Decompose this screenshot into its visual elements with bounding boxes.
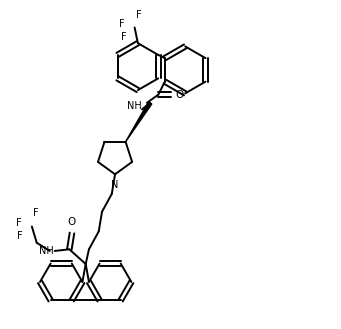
Text: O: O bbox=[176, 90, 184, 100]
Text: N: N bbox=[112, 180, 119, 190]
Text: NH: NH bbox=[127, 101, 142, 111]
Text: O: O bbox=[68, 217, 76, 227]
Text: F: F bbox=[136, 10, 142, 20]
Text: F: F bbox=[121, 32, 127, 42]
Text: F: F bbox=[17, 231, 23, 241]
Text: F: F bbox=[119, 19, 125, 29]
Polygon shape bbox=[125, 102, 152, 142]
Text: NH: NH bbox=[39, 246, 54, 256]
Text: F: F bbox=[16, 217, 21, 228]
Text: F: F bbox=[33, 208, 39, 218]
